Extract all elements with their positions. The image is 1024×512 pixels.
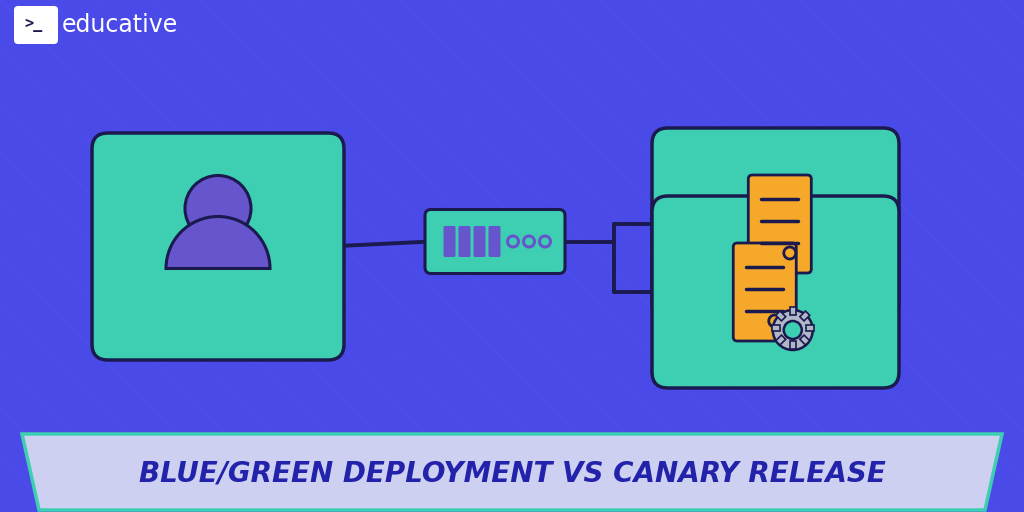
Text: >_: >_ [24,17,42,32]
FancyBboxPatch shape [425,209,565,273]
FancyBboxPatch shape [443,226,456,257]
FancyBboxPatch shape [790,341,796,349]
FancyBboxPatch shape [652,196,899,388]
FancyBboxPatch shape [473,226,485,257]
FancyBboxPatch shape [92,133,344,360]
FancyBboxPatch shape [800,335,810,345]
Text: BLUE/GREEN DEPLOYMENT VS CANARY RELEASE: BLUE/GREEN DEPLOYMENT VS CANARY RELEASE [138,459,886,487]
FancyBboxPatch shape [733,243,797,341]
Text: educative: educative [62,13,178,37]
FancyBboxPatch shape [776,311,785,321]
Polygon shape [22,434,1002,510]
FancyBboxPatch shape [790,307,796,315]
FancyBboxPatch shape [14,6,58,44]
FancyBboxPatch shape [806,325,814,331]
FancyBboxPatch shape [652,128,899,320]
FancyBboxPatch shape [749,175,811,273]
FancyBboxPatch shape [459,226,470,257]
FancyBboxPatch shape [800,311,810,321]
Circle shape [783,321,802,339]
Wedge shape [166,217,270,268]
Circle shape [185,176,251,242]
Circle shape [773,310,813,350]
FancyBboxPatch shape [776,335,785,345]
FancyBboxPatch shape [772,325,779,331]
FancyBboxPatch shape [488,226,501,257]
